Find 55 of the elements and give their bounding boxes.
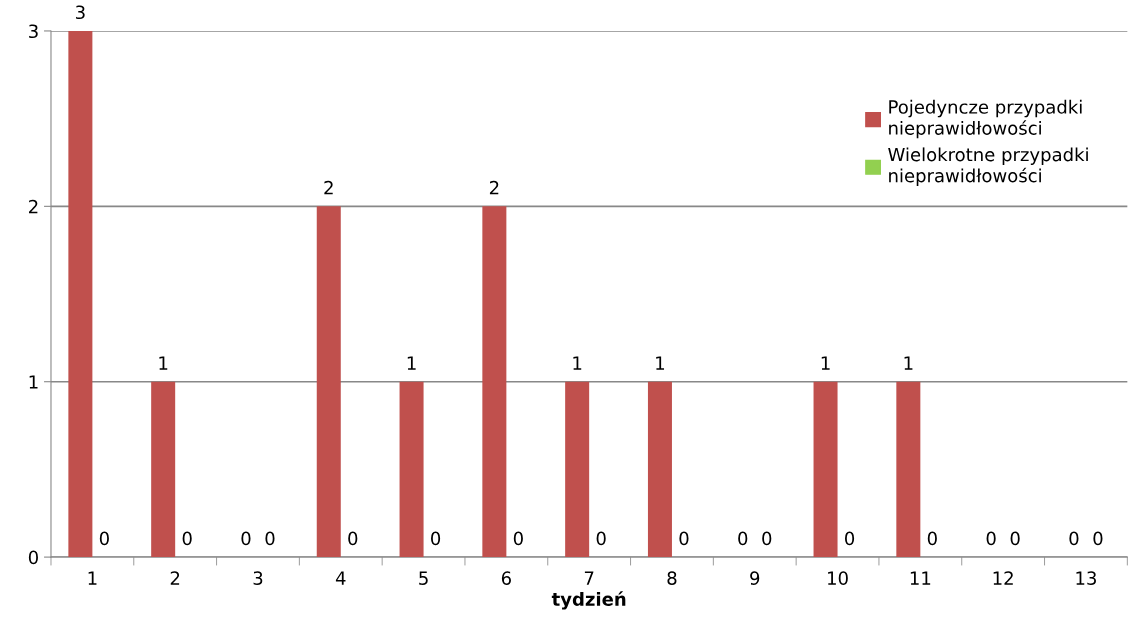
data-label: 1 — [407, 356, 416, 370]
data-label: 2 — [324, 180, 333, 195]
data-label: 0 — [99, 531, 109, 546]
data-label: 0 — [986, 531, 996, 546]
data-label: 0 — [182, 531, 192, 546]
data-label: 1 — [656, 356, 665, 370]
x-tick-label: 12 — [993, 571, 1013, 585]
data-label: 0 — [513, 531, 523, 546]
x-tick-label: 9 — [750, 571, 760, 585]
bar — [151, 381, 176, 558]
data-label: 0 — [431, 531, 441, 546]
bar — [647, 381, 672, 558]
data-label: 0 — [241, 531, 251, 546]
data-label: 0 — [679, 531, 689, 546]
data-label: 1 — [904, 356, 913, 370]
bar — [813, 381, 838, 558]
data-label: 1 — [573, 356, 582, 370]
data-label: 0 — [1010, 531, 1020, 546]
y-tick-label: 3 — [29, 24, 38, 39]
x-tick-label: 10 — [828, 571, 848, 585]
bar — [316, 206, 341, 558]
y-tick-label: 0 — [28, 550, 38, 565]
y-tick-label: 2 — [29, 199, 38, 214]
x-tick-label: 5 — [419, 571, 428, 585]
bar — [399, 381, 424, 558]
data-label: 0 — [738, 531, 748, 546]
data-label: 0 — [348, 531, 358, 546]
data-label: 0 — [596, 531, 606, 546]
data-label: 1 — [821, 356, 830, 370]
x-tick-label: 4 — [335, 571, 346, 585]
data-label: 0 — [762, 531, 772, 546]
x-tick-label: 6 — [501, 571, 511, 585]
data-label: 0 — [1069, 531, 1079, 546]
y-tick-label: 1 — [29, 375, 38, 389]
legend-label: Wielokrotne przypadki nieprawidłowości — [888, 147, 1088, 186]
x-tick-label: 2 — [170, 571, 180, 585]
bar — [482, 206, 507, 558]
bar — [565, 381, 590, 558]
data-label: 0 — [265, 531, 275, 546]
bar — [68, 30, 93, 558]
data-label: 0 — [1093, 531, 1103, 546]
data-label: 1 — [159, 356, 168, 370]
x-tick-label: 7 — [584, 571, 594, 585]
x-tick-label: 11 — [910, 571, 931, 585]
data-label: 0 — [845, 531, 855, 546]
data-label: 3 — [76, 5, 85, 20]
x-tick-label: 13 — [1076, 571, 1096, 585]
data-label: 2 — [489, 180, 499, 195]
x-axis-title: tydzień — [551, 591, 626, 610]
data-label: 0 — [927, 531, 937, 546]
x-tick-label: 8 — [667, 571, 677, 585]
x-tick-label: 3 — [253, 571, 263, 585]
x-tick-label: 1 — [88, 571, 97, 585]
legend-label: Pojedyncze przypadki nieprawidłowości — [889, 99, 1082, 139]
bar — [896, 381, 921, 558]
